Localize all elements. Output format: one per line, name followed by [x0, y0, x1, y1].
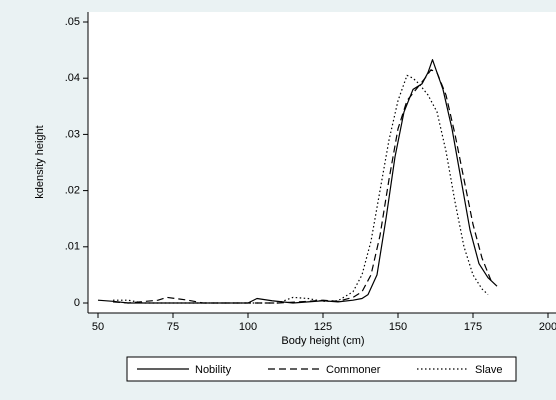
y-tick-label: .01 [65, 241, 80, 253]
x-tick-label: 175 [464, 321, 482, 333]
y-tick-label: .04 [65, 72, 80, 84]
line-series [112, 69, 492, 304]
y-axis-title: kdensity height [34, 125, 46, 198]
line-series [113, 74, 489, 304]
y-tick-label: .03 [65, 128, 80, 140]
legend-label: Commoner [326, 364, 381, 376]
line-series [97, 59, 498, 304]
plot-area [88, 12, 556, 313]
x-tick-label: 50 [92, 321, 104, 333]
x-tick-label: 200 [539, 321, 556, 333]
x-tick-label: 100 [239, 321, 257, 333]
legend-label: Slave [475, 364, 503, 376]
y-tick-label: .02 [65, 185, 80, 197]
y-tick-label: .05 [65, 16, 80, 28]
y-tick-label: 0 [74, 297, 80, 309]
x-axis-title: Body height (cm) [281, 335, 364, 347]
legend-label: Nobility [195, 364, 232, 376]
x-tick-label: 150 [389, 321, 407, 333]
x-tick-label: 125 [314, 321, 332, 333]
x-tick-label: 75 [167, 321, 179, 333]
legend-box [126, 356, 517, 382]
